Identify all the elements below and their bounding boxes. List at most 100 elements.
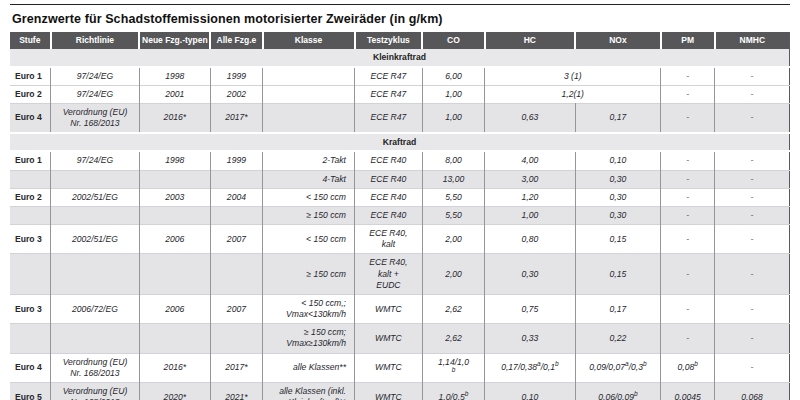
cell-testzyklus: ECE R40,kalt xyxy=(355,225,423,254)
cell-nox: 0,17 xyxy=(575,103,661,133)
cell-testzyklus: ECE R40 xyxy=(355,151,423,170)
cell-nmhc: - xyxy=(715,103,790,133)
cell-klasse: ≥ 150 ccm xyxy=(263,254,355,295)
table-row: Euro 4Verordnung (EU)Nr. 168/20132016*20… xyxy=(10,103,790,133)
cell-co: 6,00 xyxy=(422,67,484,86)
cell-testzyklus: ECE R40 xyxy=(355,170,423,188)
cell-nmhc: - xyxy=(715,324,790,353)
emissions-table: StufeRichtlinieNeue Fzg.-typenAlle Fzg.e… xyxy=(10,32,790,400)
cell-stufe: Euro 1 xyxy=(10,67,51,86)
cell-co: 1,00 xyxy=(422,85,484,103)
column-header-nox: NOx xyxy=(575,32,661,49)
cell-richtlinie: 2002/51/EG xyxy=(51,188,140,206)
table-row: ≥ 150 ccmECE R40,kalt +EUDC2,000,300,15-… xyxy=(10,254,790,295)
cell-hc: 1,20 xyxy=(485,188,575,206)
column-header-klasse: Klasse xyxy=(263,32,355,49)
cell-richtlinie: 97/24/EG xyxy=(51,85,140,103)
cell-nmhc: 0,068 xyxy=(715,382,790,400)
cell-klasse: alle Klassen** xyxy=(263,353,355,382)
cell-hc-nox: 3 (1) xyxy=(485,67,661,86)
cell-alle-fzg: 1999 xyxy=(210,67,262,86)
cell-co: 2,00 xyxy=(422,225,484,254)
cell-klasse: < 150 ccm xyxy=(263,225,355,254)
cell-neue-fzg-typen: 1998 xyxy=(139,151,210,170)
cell-neue-fzg-typen: 2006 xyxy=(139,225,210,254)
cell-nmhc: - xyxy=(715,67,790,86)
cell-neue-fzg-typen: 1998 xyxy=(139,67,210,86)
cell-richtlinie: 97/24/EG xyxy=(51,67,140,86)
cell-neue-fzg-typen xyxy=(139,206,210,224)
cell-nmhc: - xyxy=(715,170,790,188)
table-row: Euro 32002/51/EG20062007< 150 ccmECE R40… xyxy=(10,225,790,254)
table-row: Euro 197/24/EG19981999ECE R476,003 (1)-- xyxy=(10,67,790,86)
cell-testzyklus: ECE R47 xyxy=(355,67,423,86)
cell-pm: - xyxy=(661,254,715,295)
cell-klasse: alle Klassen (inkl.Kleinkraftrad)** xyxy=(263,382,355,400)
cell-nox: 0,06/0,09b xyxy=(575,382,661,400)
cell-klasse: ≥ 150 ccm xyxy=(263,206,355,224)
cell-testzyklus: WMTC xyxy=(355,324,423,353)
cell-alle-fzg: 2017* xyxy=(210,353,262,382)
cell-pm: - xyxy=(661,67,715,86)
cell-alle-fzg xyxy=(210,324,262,353)
cell-pm: - xyxy=(661,225,715,254)
cell-nmhc: - xyxy=(715,353,790,382)
cell-hc: 3,00 xyxy=(485,170,575,188)
cell-richtlinie: Verordnung (EU)Nr. 168/2013 xyxy=(51,103,140,133)
cell-testzyklus: WMTC xyxy=(355,353,423,382)
cell-nmhc: - xyxy=(715,151,790,170)
cell-hc: 0,10 xyxy=(485,382,575,400)
cell-nmhc: - xyxy=(715,85,790,103)
table-row: ≥ 150 ccm;Vmax≥130km/hWMTC2,620,330,22-- xyxy=(10,324,790,353)
cell-stufe: Euro 3 xyxy=(10,294,51,323)
column-header-richtlinie: Richtlinie xyxy=(51,32,140,49)
cell-neue-fzg-typen: 2020* xyxy=(139,382,210,400)
cell-testzyklus: ECE R40,kalt +EUDC xyxy=(355,254,423,295)
table-row: ≥ 150 ccmECE R405,501,000,30-- xyxy=(10,206,790,224)
section-row: Kleinkraftrad xyxy=(10,49,790,66)
cell-pm: - xyxy=(661,103,715,133)
cell-klasse xyxy=(263,85,355,103)
cell-richtlinie xyxy=(51,206,140,224)
table-row: Euro 197/24/EG199819992-TaktECE R408,004… xyxy=(10,151,790,170)
cell-neue-fzg-typen: 2006 xyxy=(139,294,210,323)
cell-klasse xyxy=(263,103,355,133)
cell-co: 2,62 xyxy=(422,324,484,353)
cell-stufe xyxy=(10,254,51,295)
table-header-row: StufeRichtlinieNeue Fzg.-typenAlle Fzg.e… xyxy=(10,32,790,49)
cell-alle-fzg xyxy=(210,254,262,295)
cell-klasse: ≥ 150 ccm;Vmax≥130km/h xyxy=(263,324,355,353)
cell-stufe xyxy=(10,170,51,188)
cell-co: 2,62 xyxy=(422,294,484,323)
cell-pm: - xyxy=(661,294,715,323)
cell-testzyklus: WMTC xyxy=(355,382,423,400)
cell-stufe: Euro 1 xyxy=(10,151,51,170)
cell-pm: - xyxy=(661,151,715,170)
cell-stufe xyxy=(10,324,51,353)
column-header-hc: HC xyxy=(485,32,575,49)
column-header-pm: PM xyxy=(661,32,715,49)
cell-nox: 0,09/0,07a/0,3b xyxy=(575,353,661,382)
column-header-neue-fzg-typen: Neue Fzg.-typen xyxy=(139,32,210,49)
cell-alle-fzg: 2004 xyxy=(210,188,262,206)
cell-stufe xyxy=(10,206,51,224)
cell-neue-fzg-typen: 2016* xyxy=(139,353,210,382)
cell-nox: 0,30 xyxy=(575,170,661,188)
table-row: Euro 5Verordnung (EU)Nr. 168/20132020*20… xyxy=(10,382,790,400)
column-header-testzyklus: Testzyklus xyxy=(355,32,423,49)
cell-nmhc: - xyxy=(715,206,790,224)
cell-hc: 0,75 xyxy=(485,294,575,323)
cell-testzyklus: ECE R47 xyxy=(355,103,423,133)
table-row: Euro 22002/51/EG20032004< 150 ccmECE R40… xyxy=(10,188,790,206)
cell-neue-fzg-typen xyxy=(139,254,210,295)
cell-pm: - xyxy=(661,188,715,206)
cell-testzyklus: WMTC xyxy=(355,294,423,323)
cell-pm: - xyxy=(661,324,715,353)
top-rule xyxy=(10,4,790,5)
column-header-stufe: Stufe xyxy=(10,32,51,49)
cell-richtlinie: 2006/72/EG xyxy=(51,294,140,323)
cell-alle-fzg xyxy=(210,170,262,188)
cell-neue-fzg-typen: 2003 xyxy=(139,188,210,206)
cell-nox: 0,17 xyxy=(575,294,661,323)
cell-alle-fzg: 2002 xyxy=(210,85,262,103)
